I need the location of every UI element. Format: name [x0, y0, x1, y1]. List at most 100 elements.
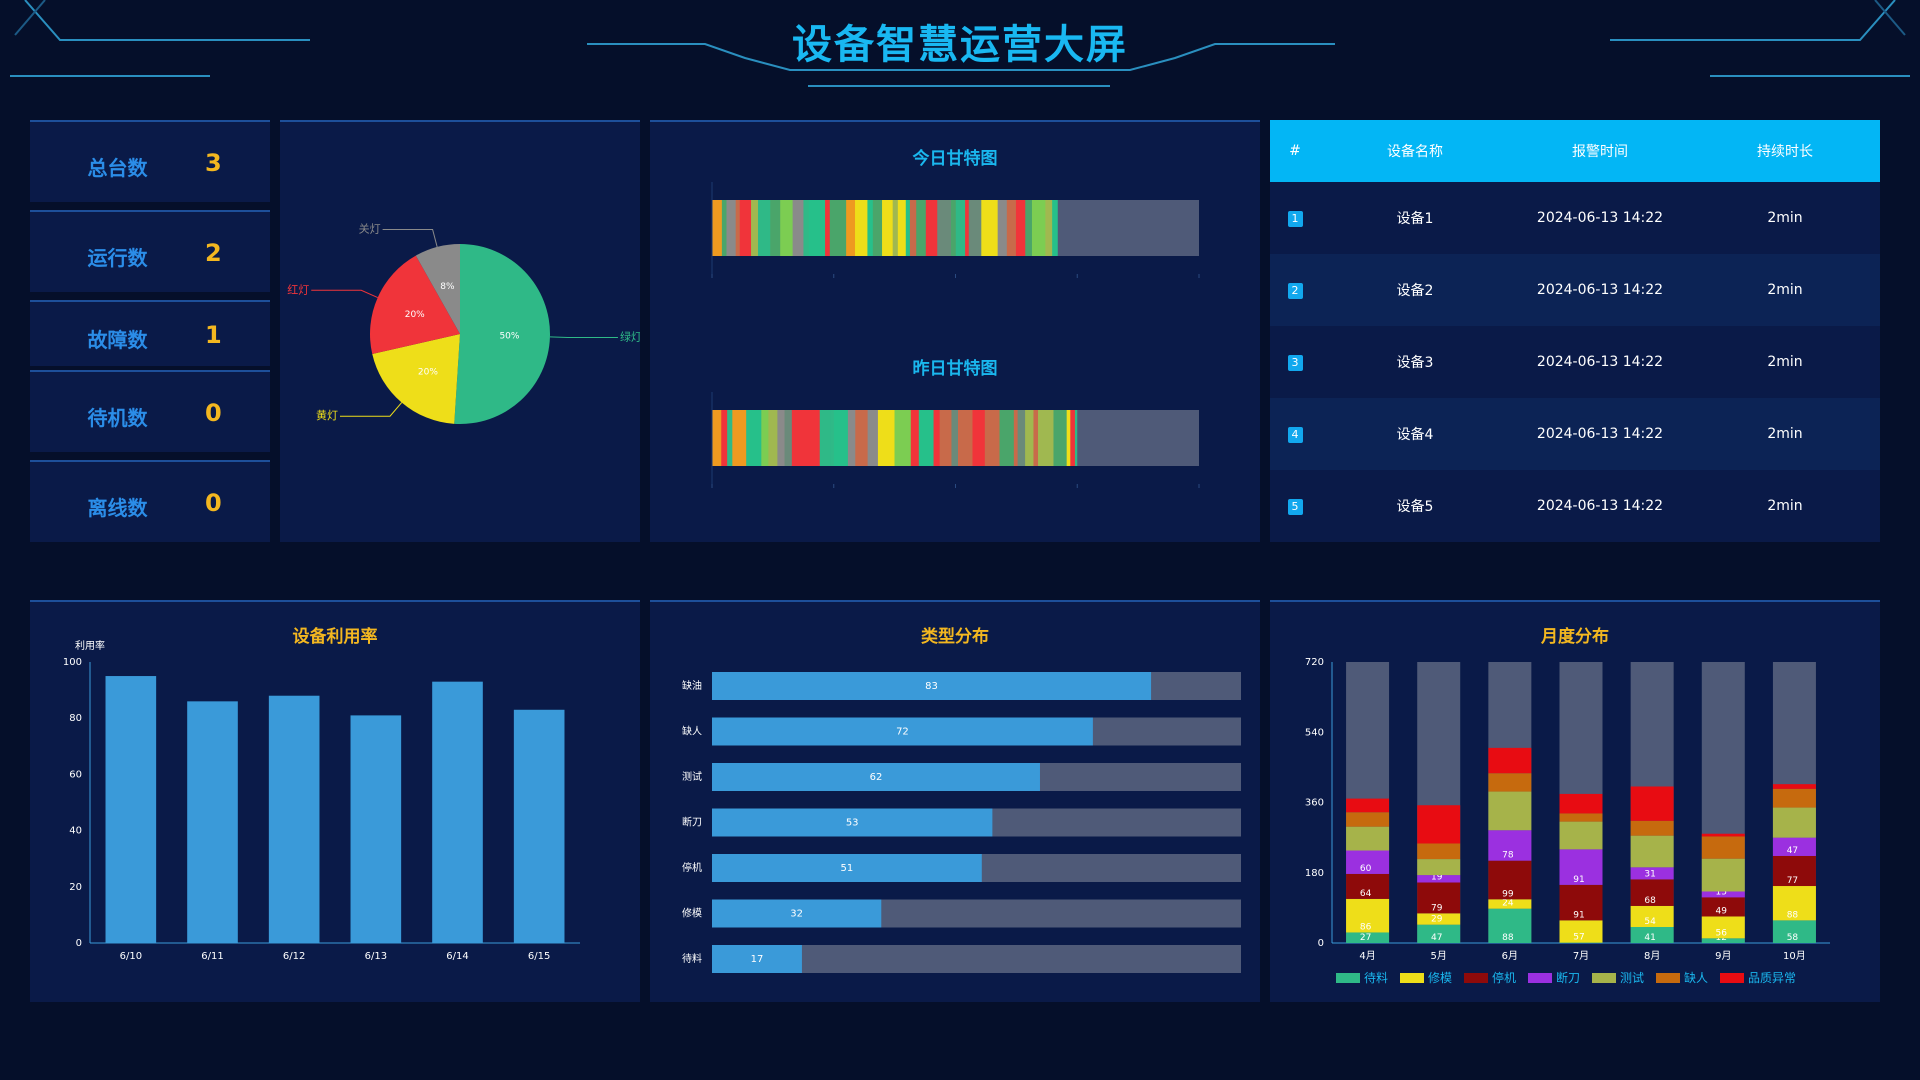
month-stack-segment[interactable]: [1417, 924, 1461, 943]
month-stack-segment[interactable]: [1701, 897, 1745, 917]
month-stack-segment[interactable]: [1417, 843, 1461, 860]
month-stack-segment[interactable]: [1701, 836, 1745, 859]
x-tick-label: 6/12: [283, 951, 305, 962]
month-stack-segment[interactable]: [1488, 860, 1532, 900]
legend-swatch: [1656, 973, 1680, 983]
month-stack-segment[interactable]: [1701, 916, 1745, 939]
month-stack-segment[interactable]: [1346, 812, 1390, 827]
month-stack-segment[interactable]: [1559, 920, 1603, 943]
month-stack-segment[interactable]: [1630, 867, 1674, 880]
legend-label[interactable]: 断刀: [1556, 970, 1580, 985]
table-row[interactable]: 5 设备5 2024-06-13 14:22 2min: [1270, 470, 1880, 542]
month-stack-segment[interactable]: [1701, 858, 1745, 892]
type-bar[interactable]: [712, 672, 1152, 700]
month-stack-segment[interactable]: [1346, 850, 1390, 874]
month-stack-segment[interactable]: [1630, 835, 1674, 868]
utilization-bar[interactable]: [513, 709, 565, 943]
month-stack-segment[interactable]: [1630, 926, 1674, 943]
month-stack-segment[interactable]: [1772, 784, 1816, 789]
pie-slice-绿灯[interactable]: [454, 244, 550, 424]
gantt-segment: [981, 200, 999, 256]
utilization-bar[interactable]: [187, 701, 238, 943]
month-stack-segment[interactable]: [1346, 873, 1390, 899]
legend-label[interactable]: 待料: [1364, 971, 1388, 985]
duration-cell: 2min: [1690, 254, 1880, 326]
month-stack-segment[interactable]: [1701, 891, 1745, 898]
month-stack-segment[interactable]: [1488, 899, 1532, 909]
month-stack-segment[interactable]: [1772, 920, 1816, 943]
pie-slice-关灯[interactable]: [415, 244, 460, 334]
month-stack-segment[interactable]: [1346, 798, 1390, 813]
month-segment-value: 88: [1502, 933, 1514, 943]
utilization-bar[interactable]: [350, 715, 402, 943]
month-stack-segment[interactable]: [1772, 807, 1816, 838]
row-index-cell: 4: [1270, 398, 1320, 470]
month-segment-value: 56: [1716, 928, 1728, 938]
month-stack-segment[interactable]: [1630, 786, 1674, 821]
month-stack-segment[interactable]: [1417, 913, 1461, 925]
table-row[interactable]: 3 设备3 2024-06-13 14:22 2min: [1270, 326, 1880, 398]
utilization-bar[interactable]: [105, 676, 157, 943]
gantt-segment: [1052, 200, 1059, 256]
month-stack-segment[interactable]: [1488, 747, 1532, 774]
stat-standby: 待机数 0: [30, 370, 270, 452]
month-stack-segment[interactable]: [1630, 879, 1674, 906]
stat-label: 故障数: [87, 328, 148, 352]
month-stack-segment[interactable]: [1346, 898, 1390, 933]
month-stack-segment[interactable]: [1346, 826, 1390, 851]
month-stack-segment[interactable]: [1417, 882, 1461, 914]
month-stack-segment[interactable]: [1488, 773, 1532, 792]
type-bar[interactable]: [712, 763, 1040, 791]
month-stack-segment[interactable]: [1701, 833, 1745, 837]
type-bar[interactable]: [712, 717, 1093, 746]
month-segment-value: 19: [1431, 873, 1443, 883]
light-status-pie-panel: 50% 绿灯 20% 黄灯 20% 红灯 8% 关灯: [280, 120, 640, 542]
legend-label[interactable]: 停机: [1492, 970, 1516, 985]
type-bar[interactable]: [712, 945, 802, 973]
table-row[interactable]: 2 设备2 2024-06-13 14:22 2min: [1270, 254, 1880, 326]
month-stack-segment[interactable]: [1488, 791, 1532, 831]
type-bar-value: 17: [751, 954, 764, 965]
month-stack-segment[interactable]: [1417, 805, 1461, 844]
month-stack-segment[interactable]: [1488, 908, 1532, 943]
month-stack-segment[interactable]: [1630, 820, 1674, 836]
month-stack-segment[interactable]: [1559, 884, 1603, 921]
legend-label[interactable]: 缺人: [1684, 970, 1708, 985]
month-stack-segment[interactable]: [1772, 837, 1816, 856]
month-stack-segment[interactable]: [1559, 849, 1603, 885]
gantt-segment: [784, 410, 793, 466]
utilization-bar[interactable]: [268, 695, 320, 943]
legend-label[interactable]: 修模: [1428, 970, 1452, 985]
row-index-badge: 1: [1287, 210, 1303, 227]
month-stack-segment[interactable]: [1630, 905, 1674, 927]
gantt-segment: [1053, 410, 1068, 466]
table-row[interactable]: 4 设备4 2024-06-13 14:22 2min: [1270, 398, 1880, 470]
type-bar[interactable]: [712, 899, 882, 928]
alarm-time-cell: 2024-06-13 14:22: [1510, 326, 1690, 398]
month-stack-segment[interactable]: [1772, 788, 1816, 808]
pie-slice-percent: 20%: [418, 368, 438, 378]
pie-slice-红灯[interactable]: [370, 255, 460, 355]
month-stack-segment[interactable]: [1772, 886, 1816, 921]
legend-label[interactable]: 测试: [1620, 970, 1644, 985]
month-stack-segment[interactable]: [1559, 793, 1603, 814]
legend-swatch: [1592, 973, 1616, 983]
month-stack-segment[interactable]: [1559, 821, 1603, 850]
month-stack-segment[interactable]: [1559, 813, 1603, 822]
month-stack-segment[interactable]: [1772, 855, 1816, 887]
month-segment-value: 29: [1431, 915, 1443, 925]
utilization-bar[interactable]: [432, 681, 483, 943]
month-stack-segment[interactable]: [1417, 859, 1461, 876]
month-stack-segment[interactable]: [1346, 932, 1390, 943]
pie-slice-黄灯[interactable]: [372, 334, 460, 424]
month-stack-segment[interactable]: [1701, 938, 1745, 943]
table-row[interactable]: 1 设备1 2024-06-13 14:22 2min: [1270, 182, 1880, 254]
type-bar[interactable]: [712, 854, 982, 882]
month-stack-segment[interactable]: [1417, 875, 1461, 883]
row-index-cell: 3: [1270, 326, 1320, 398]
legend-label[interactable]: 品质异常: [1748, 971, 1796, 985]
type-bar[interactable]: [712, 808, 993, 837]
stat-fault: 故障数 1: [30, 300, 270, 366]
month-segment-value: 41: [1644, 933, 1655, 943]
month-stack-segment[interactable]: [1488, 830, 1532, 861]
